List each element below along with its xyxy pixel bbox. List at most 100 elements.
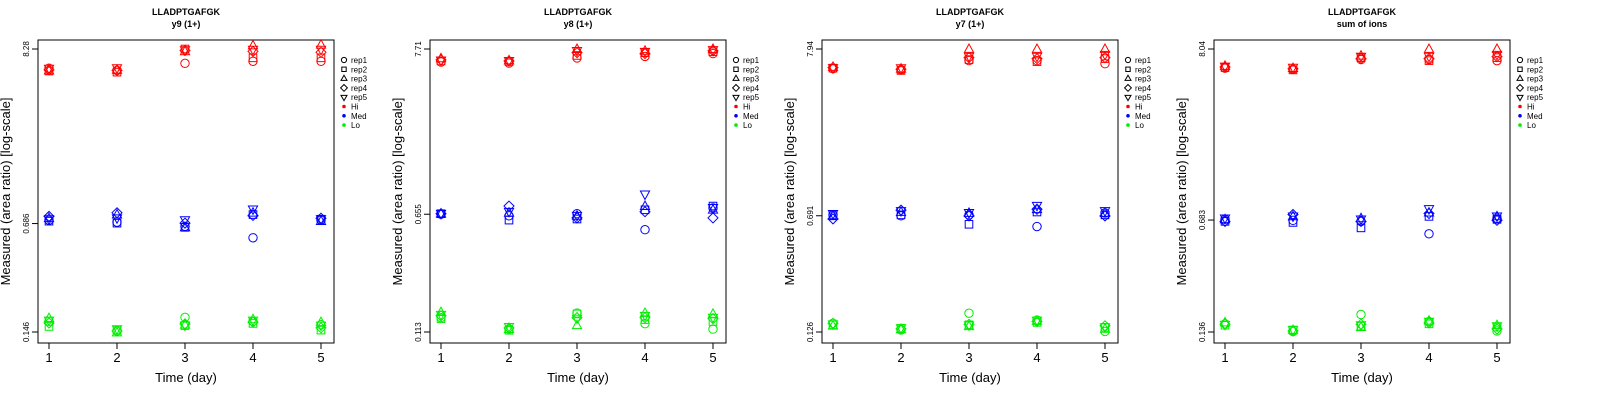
data-point-lo-rep2 [44, 322, 54, 331]
data-point-med-rep4 [1423, 207, 1435, 220]
legend-marker-rep2 [1517, 66, 1523, 72]
legend-label-rep2: rep2 [1527, 65, 1544, 74]
x-axis-label: Time (day) [547, 370, 609, 385]
legend-marker-med [342, 114, 346, 118]
data-point-hi-rep5 [827, 64, 839, 75]
legend-label-hi: Hi [1527, 103, 1535, 112]
legend-marker-rep1 [1124, 56, 1132, 64]
legend-label-rep1: rep1 [351, 56, 368, 65]
legend-marker-rep5 [1516, 94, 1524, 102]
data-point-lo-rep5 [503, 322, 515, 333]
legend-label-hi: Hi [351, 103, 359, 112]
data-point-lo-rep4 [1491, 323, 1503, 335]
plot-frame [1213, 39, 1511, 344]
x-tick-label: 5 [1493, 350, 1500, 365]
data-point-med-rep3 [639, 200, 651, 210]
x-tick-label: 1 [829, 350, 836, 365]
data-point-med-rep5 [1423, 205, 1435, 216]
plot-frame [37, 39, 335, 344]
legend-marker-rep5 [1124, 94, 1132, 102]
data-points [1219, 42, 1503, 337]
data-point-med-rep1 [248, 233, 258, 243]
y-axis-label: Measured (area ratio) [log-scale] [782, 98, 797, 286]
x-tick-label: 4 [249, 350, 256, 365]
legend-label-rep3: rep3 [1527, 75, 1544, 84]
data-point-hi-rep5 [1287, 63, 1299, 74]
x-tick-label: 5 [317, 350, 324, 365]
legend-marker-rep2 [1125, 66, 1131, 72]
data-point-hi-rep5 [1099, 50, 1111, 61]
data-point-lo-rep2 [640, 315, 650, 324]
data-point-hi-rep3 [827, 60, 839, 71]
y-tick-label: 0.655 [414, 204, 423, 225]
data-point-hi-rep5 [571, 46, 583, 57]
data-point-hi-rep2 [964, 55, 974, 64]
legend-label-rep3: rep3 [1135, 75, 1152, 84]
x-tick-label: 5 [1101, 350, 1108, 365]
data-point-hi-rep1 [1100, 59, 1110, 69]
x-tick-label: 2 [897, 350, 904, 365]
data-point-lo-rep3 [571, 319, 583, 330]
data-point-hi-rep5 [1031, 52, 1043, 63]
data-point-hi-rep5 [895, 64, 907, 75]
legend-label-lo: Lo [1527, 121, 1536, 130]
chart-title: LLADPTGAFGK [544, 7, 612, 17]
x-tick-label: 2 [113, 350, 120, 365]
legend-marker-hi [1518, 104, 1522, 109]
data-point-med-rep2 [1288, 218, 1298, 227]
chart-subtitle: y9 (1+) [172, 19, 201, 29]
y-tick-label: 8.28 [22, 41, 31, 57]
data-point-hi-rep3 [1031, 42, 1043, 53]
data-point-lo-rep3 [707, 307, 719, 318]
data-point-med-rep5 [1219, 214, 1231, 225]
data-point-med-rep5 [827, 210, 839, 220]
legend-marker-med [1518, 114, 1522, 118]
data-point-lo-rep5 [247, 316, 259, 327]
data-point-med-rep5 [1031, 201, 1043, 212]
legend-marker-lo [1518, 123, 1522, 127]
data-point-med-rep4 [963, 210, 975, 222]
data-point-hi-rep4 [571, 46, 583, 59]
x-tick-label: 2 [505, 350, 512, 365]
data-point-lo-rep3 [1491, 319, 1503, 330]
chart-subtitle: y8 (1+) [564, 19, 593, 29]
data-point-lo-rep3 [1031, 314, 1043, 325]
legend-label-rep5: rep5 [1135, 93, 1152, 102]
data-point-med-rep3 [247, 206, 259, 217]
data-point-hi-rep4 [111, 64, 123, 77]
data-point-lo-rep5 [1287, 326, 1299, 337]
x-axis-label: Time (day) [1331, 370, 1393, 385]
chart-title: LLADPTGAFGK [152, 7, 220, 17]
legend-marker-rep3 [732, 74, 740, 81]
legend-marker-lo [342, 123, 346, 127]
legend-marker-rep2 [341, 66, 347, 72]
legend-label-med: Med [743, 112, 759, 121]
legend-marker-rep5 [340, 94, 348, 102]
data-point-med-rep3 [1491, 210, 1503, 221]
data-point-lo-rep5 [1219, 320, 1231, 331]
data-point-med-rep5 [1099, 207, 1111, 218]
legend-label-rep5: rep5 [743, 93, 760, 102]
data-point-lo-rep4 [315, 322, 327, 334]
data-point-hi-rep3 [315, 38, 327, 49]
data-point-med-rep1 [640, 225, 650, 235]
data-point-hi-rep3 [639, 44, 651, 55]
data-point-med-rep5 [707, 203, 719, 214]
legend-label-lo: Lo [743, 121, 752, 130]
y-tick-label: 7.71 [414, 41, 423, 57]
x-tick-label: 4 [1425, 350, 1432, 365]
data-point-med-rep4 [503, 200, 515, 212]
data-point-lo-rep5 [963, 321, 975, 332]
data-point-lo-rep5 [435, 310, 447, 321]
data-point-hi-rep5 [435, 56, 447, 67]
data-point-med-rep5 [247, 205, 259, 216]
data-point-med-rep4 [1219, 215, 1231, 228]
data-point-med-rep5 [435, 209, 447, 220]
data-point-lo-rep2 [316, 325, 326, 335]
data-point-med-rep5 [43, 215, 55, 226]
data-point-lo-rep5 [1099, 323, 1111, 334]
data-point-med-rep3 [1423, 206, 1435, 217]
data-point-hi-rep3 [1219, 59, 1231, 70]
data-point-hi-rep4 [315, 46, 327, 58]
